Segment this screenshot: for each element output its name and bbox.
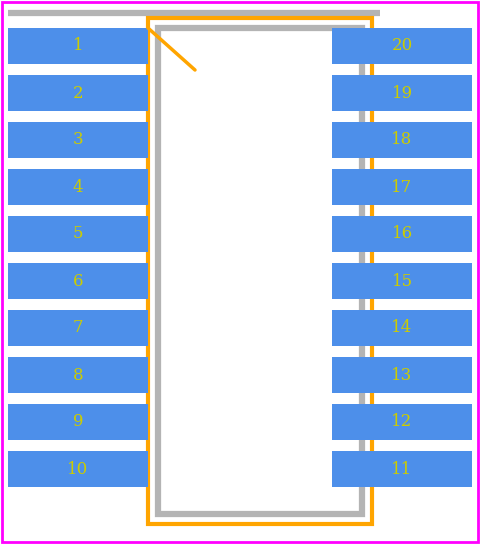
Text: 8: 8 <box>72 367 84 384</box>
Bar <box>8 169 148 205</box>
Text: 20: 20 <box>391 38 413 54</box>
Text: 6: 6 <box>73 273 83 289</box>
Text: 1: 1 <box>72 38 84 54</box>
Bar <box>332 28 472 64</box>
Text: 16: 16 <box>391 226 413 243</box>
Bar <box>8 310 148 346</box>
Text: 17: 17 <box>391 178 413 195</box>
Text: 7: 7 <box>72 319 84 337</box>
Bar <box>332 122 472 158</box>
Text: 3: 3 <box>72 132 84 149</box>
Text: 15: 15 <box>391 273 413 289</box>
Text: 11: 11 <box>391 461 413 478</box>
Text: 2: 2 <box>72 84 84 102</box>
Text: 10: 10 <box>67 461 89 478</box>
Text: 13: 13 <box>391 367 413 384</box>
Bar <box>8 28 148 64</box>
Bar <box>8 263 148 299</box>
Bar <box>332 216 472 252</box>
Bar <box>332 451 472 487</box>
Bar <box>332 263 472 299</box>
Text: 14: 14 <box>391 319 413 337</box>
Bar <box>148 18 372 524</box>
Text: 9: 9 <box>73 413 83 430</box>
Bar <box>332 310 472 346</box>
Bar <box>8 122 148 158</box>
Bar <box>332 357 472 393</box>
Bar <box>332 75 472 111</box>
Bar <box>158 28 362 514</box>
Text: 19: 19 <box>391 84 413 102</box>
Text: 5: 5 <box>73 226 83 243</box>
Text: 4: 4 <box>72 178 84 195</box>
Bar <box>8 216 148 252</box>
Text: 18: 18 <box>391 132 413 149</box>
Bar <box>8 75 148 111</box>
Bar <box>8 451 148 487</box>
Text: 12: 12 <box>391 413 413 430</box>
Bar <box>332 404 472 440</box>
Bar <box>332 169 472 205</box>
Bar <box>8 404 148 440</box>
Bar <box>8 357 148 393</box>
